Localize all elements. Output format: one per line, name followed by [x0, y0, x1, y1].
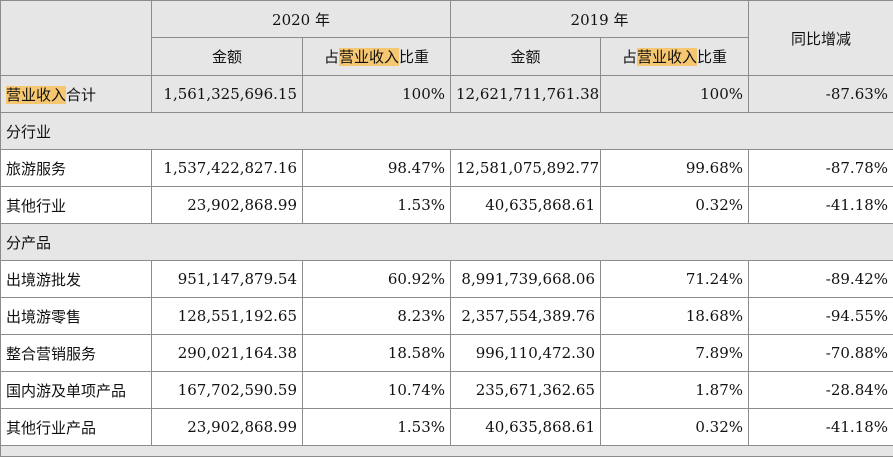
row-label: 出境游零售 — [0, 297, 152, 335]
cut-off-cell — [0, 445, 893, 457]
share-2020-cell: 1.53% — [301, 186, 452, 224]
row-label: 整合营销服务 — [0, 334, 152, 372]
share-2020-header: 占营业收入比重 — [301, 37, 452, 76]
total-row: 营业收入合计 1,561,325,696.15 100% 12,621,711,… — [0, 75, 893, 113]
amount-2019-cell: 8,991,739,668.06 — [450, 260, 602, 298]
row-label: 出境游批发 — [0, 260, 152, 298]
share-2020-cell: 60.92% — [301, 260, 452, 298]
table-row: 其他行业产品 23,902,868.99 1.53% 40,635,868.61… — [0, 408, 893, 446]
table-row: 其他行业 23,902,868.99 1.53% 40,635,868.61 0… — [0, 186, 893, 224]
table-row: 国内游及单项产品 167,702,590.59 10.74% 235,671,3… — [0, 371, 893, 409]
section-row-product: 分产品 — [0, 223, 893, 261]
amount-2019-cell: 235,671,362.65 — [450, 371, 602, 409]
amount-2020-cell: 23,902,868.99 — [151, 408, 303, 446]
share-2020-cell: 8.23% — [301, 297, 452, 335]
cut-off-row — [0, 445, 893, 457]
table-row: 旅游服务 1,537,422,827.16 98.47% 12,581,075,… — [0, 149, 893, 187]
amount-2020-cell: 951,147,879.54 — [151, 260, 303, 298]
share-2020-cell: 10.74% — [301, 371, 452, 409]
share-2019-cell: 7.89% — [600, 334, 750, 372]
yoy-cell: -28.84% — [748, 371, 893, 409]
corner-header-cell — [0, 0, 152, 76]
table-row: 整合营销服务 290,021,164.38 18.58% 996,110,472… — [0, 334, 893, 372]
yoy-header: 同比增减 — [748, 0, 893, 76]
section-row-industry: 分行业 — [0, 112, 893, 150]
yoy-cell: -94.55% — [748, 297, 893, 335]
yoy-cell: -87.63% — [748, 75, 893, 113]
row-label: 其他行业 — [0, 186, 152, 224]
yoy-cell: -41.18% — [748, 408, 893, 446]
amount-2020-cell: 23,902,868.99 — [151, 186, 303, 224]
share-2020-cell: 100% — [301, 75, 452, 113]
share-2019-cell: 100% — [600, 75, 750, 113]
row-label: 国内游及单项产品 — [0, 371, 152, 409]
table-row: 出境游批发 951,147,879.54 60.92% 8,991,739,66… — [0, 260, 893, 298]
highlight-mark: 营业收入 — [6, 85, 67, 104]
row-label: 营业收入合计 — [0, 75, 152, 113]
share-2020-cell: 1.53% — [301, 408, 452, 446]
amount-2019-header: 金额 — [450, 37, 602, 76]
amount-2019-cell: 40,635,868.61 — [450, 408, 602, 446]
highlight-mark: 营业收入 — [339, 48, 400, 66]
share-2020-cell: 98.47% — [301, 149, 452, 187]
section-title: 分行业 — [0, 112, 893, 150]
share-2019-cell: 0.32% — [600, 186, 750, 224]
yoy-cell: -89.42% — [748, 260, 893, 298]
share-2019-cell: 18.68% — [600, 297, 750, 335]
yoy-cell: -87.78% — [748, 149, 893, 187]
year-2019-header: 2019 年 — [450, 0, 750, 38]
amount-2019-cell: 2,357,554,389.76 — [450, 297, 602, 335]
share-2019-cell: 0.32% — [600, 408, 750, 446]
amount-2020-cell: 167,702,590.59 — [151, 371, 303, 409]
amount-2020-cell: 1,561,325,696.15 — [151, 75, 303, 113]
amount-2019-cell: 12,581,075,892.77 — [450, 149, 602, 187]
highlight-mark: 营业收入 — [637, 48, 698, 66]
share-2020-cell: 18.58% — [301, 334, 452, 372]
amount-2020-cell: 290,021,164.38 — [151, 334, 303, 372]
amount-2019-cell: 40,635,868.61 — [450, 186, 602, 224]
amount-2020-cell: 128,551,192.65 — [151, 297, 303, 335]
row-label: 其他行业产品 — [0, 408, 152, 446]
share-2019-cell: 71.24% — [600, 260, 750, 298]
amount-2019-cell: 12,621,711,761.38 — [450, 75, 602, 113]
amount-2020-header: 金额 — [151, 37, 303, 76]
amount-2020-cell: 1,537,422,827.16 — [151, 149, 303, 187]
year-2020-header: 2020 年 — [150, 0, 452, 38]
row-label: 旅游服务 — [0, 149, 152, 187]
share-2019-cell: 1.87% — [600, 371, 750, 409]
section-title: 分产品 — [0, 223, 893, 261]
share-2019-cell: 99.68% — [600, 149, 750, 187]
amount-2019-cell: 996,110,472.30 — [450, 334, 602, 372]
share-2019-header: 占营业收入比重 — [600, 37, 750, 76]
yoy-cell: -41.18% — [748, 186, 893, 224]
yoy-cell: -70.88% — [748, 334, 893, 372]
table-row: 出境游零售 128,551,192.65 8.23% 2,357,554,389… — [0, 297, 893, 335]
